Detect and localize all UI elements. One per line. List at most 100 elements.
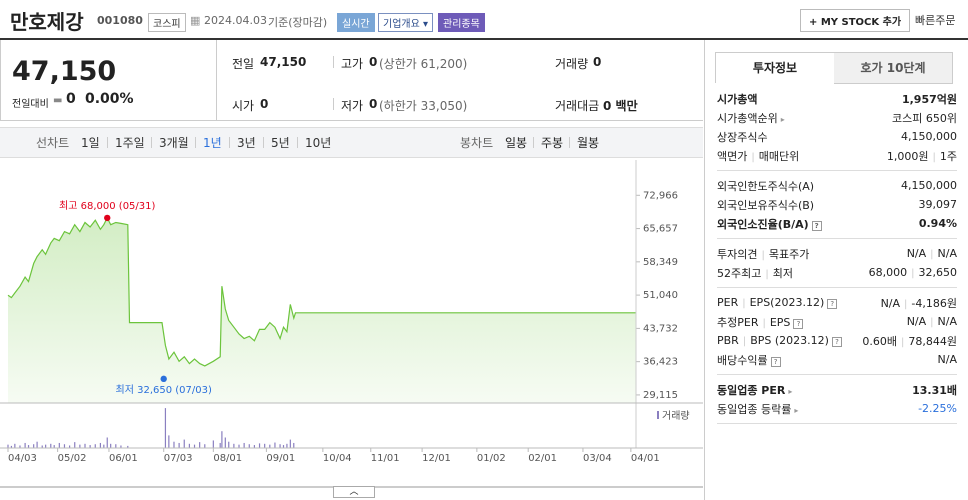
period-tab[interactable]: 10년 [305, 136, 332, 150]
tab-divider [107, 137, 108, 148]
help-icon[interactable]: ? [811, 220, 822, 231]
stock-code: 001080 [97, 14, 143, 27]
candle-tab[interactable]: 일봉 [505, 136, 528, 150]
warning-badge: 관리종목 [438, 13, 485, 32]
value-part: N/A [880, 296, 901, 310]
realtime-badge[interactable]: 실시간 [337, 13, 375, 32]
info-label: 외국인소진율(B/A)? [717, 216, 822, 232]
volume-bar [103, 444, 105, 448]
side-panel: 투자정보 호가 10단계 시가총액 1,957억원 시가총액순위 ▸ 코스피 650위 상장… [704, 40, 968, 500]
x-tick-label: 04/01 [631, 453, 660, 464]
info-section: 투자의견 | 목표주가 N/A | N/A 52주최고 | 최저 68,000 | 32,650 [717, 239, 957, 288]
quick-order[interactable]: 빠른주문 [915, 14, 956, 27]
volume-bar [178, 442, 180, 448]
volume-bar [286, 443, 288, 448]
info-row: 52주최고 | 최저 68,000 | 32,650 [717, 263, 957, 282]
header: 만호제강 001080 코스피 ▦ 2024.04.03 기준(장마감) 실시간… [0, 0, 968, 40]
volume-bar [233, 443, 235, 448]
label-part: 추정PER [717, 315, 759, 329]
separator: | [930, 317, 934, 328]
separator: | [932, 151, 936, 163]
info-label: 외국인보유주식수(B) [717, 197, 814, 213]
label-part: 동일업종 등락률 [717, 402, 792, 416]
volume-bar [94, 444, 96, 448]
chart: 72,966 65,657 58,349 51,040 43,732 36,423 29,1… [0, 160, 703, 464]
volume-bar [14, 443, 16, 448]
x-tick-label: 09/01 [266, 453, 295, 464]
value-part: 0.60배 [862, 334, 898, 348]
period-tab[interactable]: 1일 [81, 136, 100, 150]
high-label: 최고 68,000 (05/31) [59, 200, 155, 212]
volume-bar [36, 441, 38, 448]
period-tab[interactable]: 3개월 [159, 136, 189, 150]
current-price: 47,150 [12, 56, 117, 87]
label-part: 상장주식수 [717, 130, 768, 144]
volume-bar [79, 444, 81, 448]
info-row: 외국인보유주식수(B) 39,097 [717, 195, 957, 214]
label-part: EPS [769, 315, 791, 329]
my-stock-button[interactable]: + MY STOCK 추가 [800, 9, 911, 32]
summary: 전일 47,150 고가 0 (상한가 61,200) 거래량 0 시가 0 저가 0 (하한가 33… [216, 40, 703, 121]
volume-legend-key [657, 411, 659, 419]
info-value: 1,957억원 [902, 91, 957, 107]
market-badge: 코스피 [148, 13, 186, 32]
info-value: 4,150,000 [901, 179, 957, 192]
summary-label: 거래량 [555, 57, 589, 71]
company-badge[interactable]: 기업개요 ▾ [378, 13, 434, 32]
period-tab[interactable]: 1주일 [115, 136, 145, 150]
help-icon[interactable]: ? [831, 337, 842, 347]
info-value: 0.94% [919, 217, 957, 230]
x-tick-label: 11/01 [371, 453, 400, 464]
summary-label: 고가 [341, 57, 364, 71]
info-label: 시가총액순위 ▸ [717, 110, 785, 126]
y-tick-label: 58,349 [643, 257, 678, 268]
basis: 기준(장마감) [268, 16, 328, 29]
help-icon[interactable]: ? [770, 356, 781, 367]
collapse-button[interactable]: ︿ [333, 486, 375, 498]
info-label: 52주최고 | 최저 [717, 265, 793, 281]
tab-divider [229, 137, 230, 148]
info-row: 외국인소진율(B/A)? 0.94% [717, 214, 957, 233]
help-icon[interactable]: ? [793, 318, 804, 329]
volume-bar [173, 441, 175, 448]
help-icon[interactable]: ? [827, 299, 838, 309]
x-tick-label: 07/03 [164, 453, 193, 464]
info-label: PBR | BPS (2023.12)? [717, 334, 842, 347]
info-value: 코스피 650위 [892, 110, 957, 126]
side-tab[interactable]: 호가 10단계 [834, 52, 953, 84]
price-area [8, 217, 636, 403]
info-value: 0.60배 | 78,844원 [862, 333, 957, 349]
y-tick-label: 36,423 [643, 357, 678, 368]
y-tick-label: 51,040 [643, 290, 678, 301]
volume-bar [120, 445, 122, 448]
label-part: 최저 [772, 266, 793, 280]
candle-tab[interactable]: 주봉 [541, 136, 564, 150]
volume-bar [168, 435, 170, 448]
value-part: 68,000 [868, 266, 908, 279]
value-part: 코스피 650위 [892, 111, 957, 125]
volume-bar [84, 443, 86, 448]
volume-bar [274, 442, 276, 448]
summary-note: (상한가 61,200) [379, 57, 468, 71]
separator: | [904, 298, 908, 310]
value-part: N/A [937, 247, 957, 260]
y-tick-label: 29,115 [643, 390, 678, 401]
summary-divider [333, 98, 334, 110]
volume-bar [99, 442, 102, 448]
summary-label: 저가 [341, 99, 364, 113]
side-tabs: 투자정보 호가 10단계 [705, 40, 968, 84]
period-tab[interactable]: 5년 [271, 136, 290, 150]
label-part: 목표주가 [768, 247, 810, 261]
high-marker [104, 214, 111, 222]
candle-tab[interactable]: 월봉 [577, 136, 600, 150]
volume-bar [282, 445, 285, 448]
volume-bar [27, 445, 30, 448]
side-sections: 시가총액 1,957억원 시가총액순위 ▸ 코스피 650위 상장주식수 4,150,000… [705, 84, 968, 424]
summary-value: 0 [593, 55, 602, 69]
summary-note: (하한가 33,050) [379, 99, 468, 113]
volume-bar [238, 444, 240, 448]
side-tab[interactable]: 투자정보 [715, 52, 835, 83]
x-tick-label: 02/01 [528, 453, 557, 464]
period-tab[interactable]: 3년 [237, 136, 256, 150]
period-tab[interactable]: 1년 [203, 136, 222, 150]
